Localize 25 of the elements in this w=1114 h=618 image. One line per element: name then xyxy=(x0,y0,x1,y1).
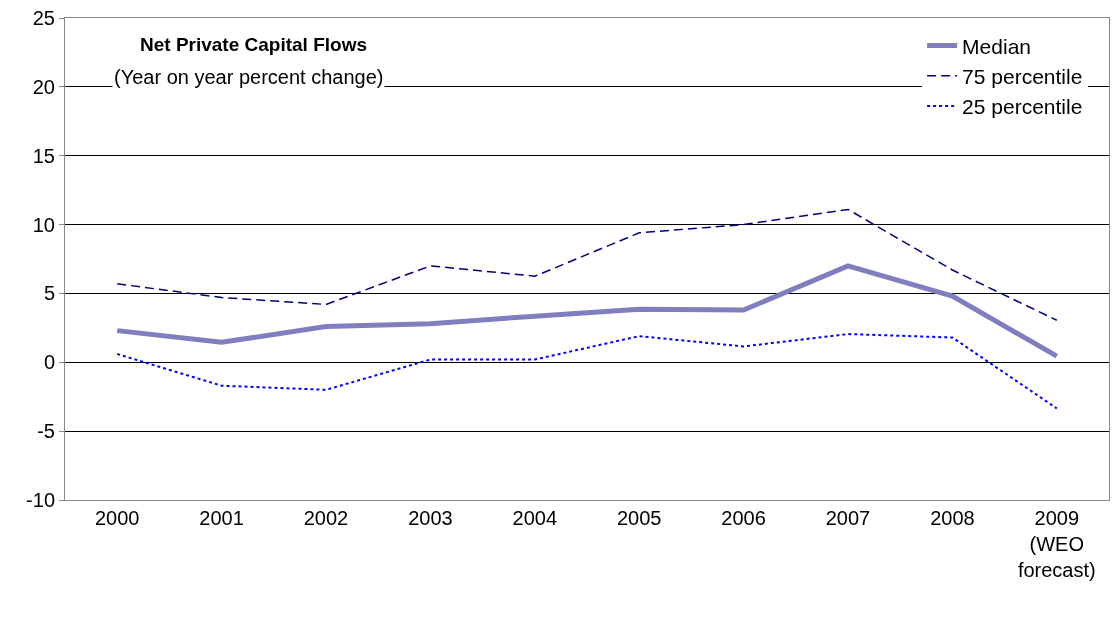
y-tick-label: 0 xyxy=(43,351,55,374)
y-tick-label: -5 xyxy=(37,420,55,443)
x-tick-label: 2009 (WEO forecast) xyxy=(1017,507,1096,581)
x-tick-label: 2004 xyxy=(512,507,558,529)
legend-label: 25 percentile xyxy=(962,95,1083,119)
line-series xyxy=(116,208,1058,322)
legend-label: 75 percentile xyxy=(962,64,1083,88)
y-tick-label: -10 xyxy=(26,489,55,511)
legend-label: Median xyxy=(962,34,1032,58)
x-tick-label: 2002 xyxy=(303,507,349,529)
y-tick-label: 20 xyxy=(32,75,55,98)
line-series xyxy=(116,333,1058,410)
text: Net Private Capital Flows xyxy=(140,34,368,55)
y-tick-label: 25 xyxy=(32,7,55,29)
y-tick-label: 5 xyxy=(43,282,55,305)
x-tick-label: 2003 xyxy=(408,507,453,529)
x-tick-label: 2008 xyxy=(930,507,975,529)
x-tick-label: 2005 xyxy=(616,507,662,529)
x-tick-label: 2007 xyxy=(825,507,871,529)
x-tick-label: 2001 xyxy=(199,507,244,529)
text: (Year on year percent change) xyxy=(114,66,384,88)
y-tick-label: 15 xyxy=(32,144,55,167)
y-tick-label: 10 xyxy=(32,213,55,236)
x-tick-label: 2006 xyxy=(721,507,766,529)
x-tick-label: 2000 xyxy=(94,507,140,529)
